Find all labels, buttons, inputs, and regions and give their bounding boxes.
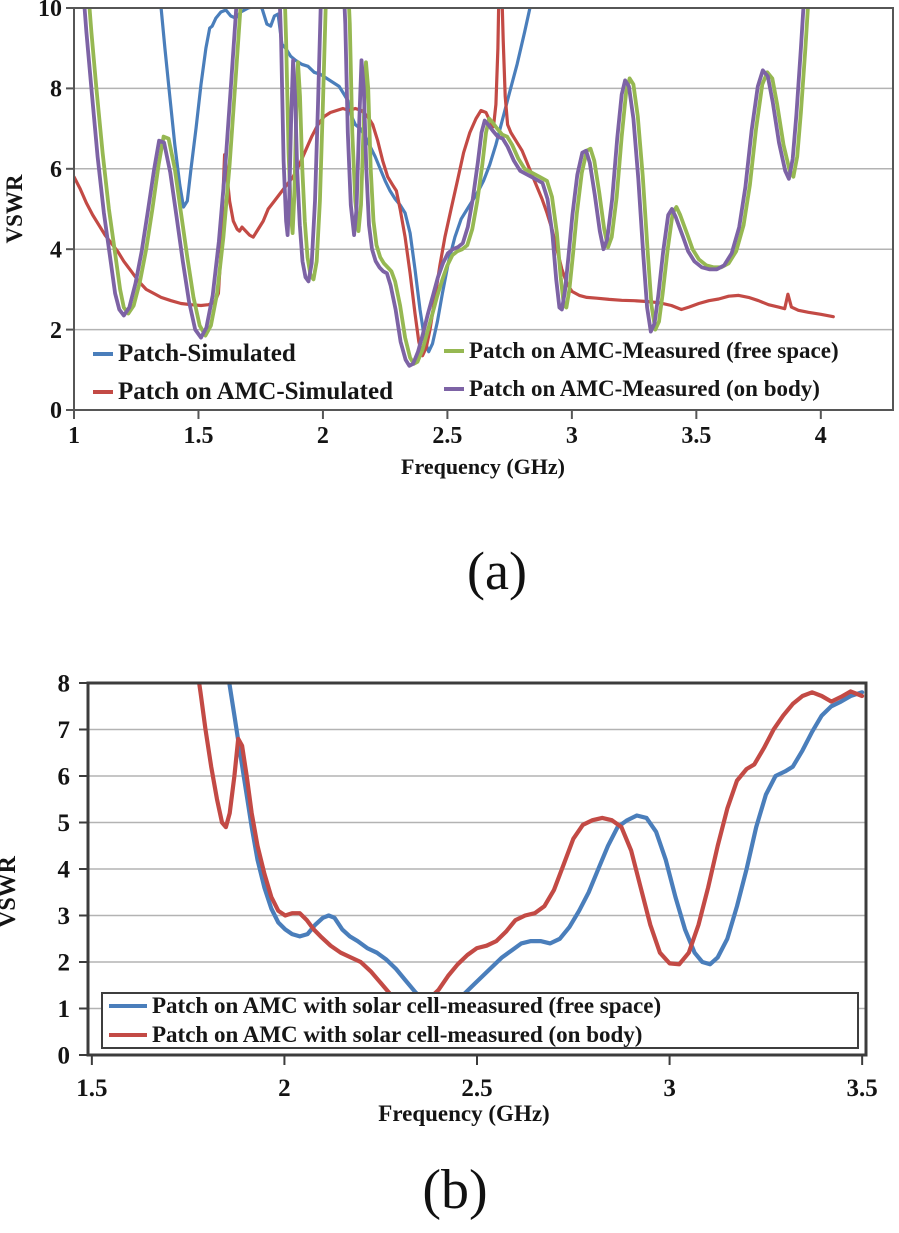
x-tick-label: 3 <box>566 423 578 449</box>
y-tick-label: 6 <box>50 157 62 183</box>
legend-label: Patch on AMC-Simulated <box>118 378 393 405</box>
y-tick-label: 2 <box>58 950 71 977</box>
y-tick-label: 10 <box>38 0 62 22</box>
subfigure-label-a: (a) <box>467 541 527 601</box>
legend-label: Patch-Simulated <box>118 340 296 367</box>
y-tick-label: 2 <box>50 318 62 344</box>
legend-b-box: Patch on AMC with solar cell-measured (f… <box>101 992 859 1049</box>
x-axis-title: Frequency (GHz) <box>401 454 565 479</box>
x-tick-label: 2.5 <box>432 423 462 449</box>
legend-a-entry-measured-on-body: Patch on AMC-Measured (on body) <box>444 376 820 402</box>
y-tick-label: 8 <box>58 671 71 698</box>
legend-b-entry-solar-free-space: Patch on AMC with solar cell-measured (f… <box>109 993 857 1019</box>
x-tick-label: 2 <box>317 423 329 449</box>
x-tick-label: 1.5 <box>76 1075 107 1102</box>
legend-swatch-green-line <box>444 349 464 353</box>
legend-label: Patch on AMC with solar cell-measured (f… <box>152 993 662 1018</box>
y-tick-label: 0 <box>58 1043 71 1070</box>
y-tick-label: 4 <box>58 857 71 884</box>
y-tick-label: 8 <box>50 77 62 103</box>
y-tick-label: 5 <box>58 810 71 837</box>
legend-a-entry-patch-on-amc-simulated: Patch on AMC-Simulated <box>93 378 393 406</box>
chart-a: 1 1.5 2 2.5 3 3.5 4 0 2 4 6 8 10 Frequency (GHz) VSWR <box>2 0 894 479</box>
legend-swatch-red-line <box>93 390 113 394</box>
series-patch-on-amc-measured-on-body <box>82 8 806 368</box>
legend-swatch-blue-line <box>109 1004 147 1008</box>
series-patch-on-amc-measured-free-space <box>87 8 810 366</box>
series-patch-simulated <box>159 8 532 354</box>
series-patch-on-amc-with-solar-cell-measured-on-body <box>197 683 865 1010</box>
chart-b: 1.5 2 2.5 3 3.5 0 1 2 3 4 5 6 7 8 Frequency (GHz) VSWR <box>0 671 878 1127</box>
legend-a-entry-measured-free-space: Patch on AMC-Measured (free space) <box>444 338 839 364</box>
x-axis-title: Frequency (GHz) <box>378 1101 549 1126</box>
legend-a-entry-patch-simulated: Patch-Simulated <box>93 340 296 368</box>
y-axis-title: VSWR <box>0 855 21 928</box>
x-tick-label: 2.5 <box>461 1075 492 1102</box>
legend-swatch-red-line <box>109 1033 147 1037</box>
y-tick-label: 3 <box>58 903 71 930</box>
subfigure-label-b: (b) <box>422 1159 488 1221</box>
x-tick-label: 4 <box>815 423 827 449</box>
y-tick-label: 6 <box>58 764 71 791</box>
y-axis-title: VSWR <box>2 174 27 243</box>
legend-label: Patch on AMC-Measured (free space) <box>469 338 839 363</box>
y-tick-label: 7 <box>58 717 71 744</box>
x-tick-label: 3.5 <box>681 423 711 449</box>
series-patch-on-amc-with-solar-cell-measured-free-space <box>227 683 865 1009</box>
x-tick-label: 2 <box>278 1075 291 1102</box>
legend-swatch-purple-line <box>444 387 464 391</box>
x-tick-label: 1.5 <box>183 423 213 449</box>
x-tick-label: 3 <box>663 1075 676 1102</box>
y-tick-label: 0 <box>50 398 62 424</box>
x-tick-label: 1 <box>68 423 80 449</box>
y-tick-label: 1 <box>58 996 71 1023</box>
legend-label: Patch on AMC with solar cell-measured (o… <box>152 1022 643 1047</box>
legend-label: Patch on AMC-Measured (on body) <box>469 376 820 401</box>
y-tick-label: 4 <box>50 237 62 263</box>
legend-b-entry-solar-on-body: Patch on AMC with solar cell-measured (o… <box>109 1022 857 1048</box>
x-tick-label: 3.5 <box>847 1075 878 1102</box>
plot-frame <box>73 7 894 411</box>
legend-swatch-blue-line <box>93 352 113 356</box>
